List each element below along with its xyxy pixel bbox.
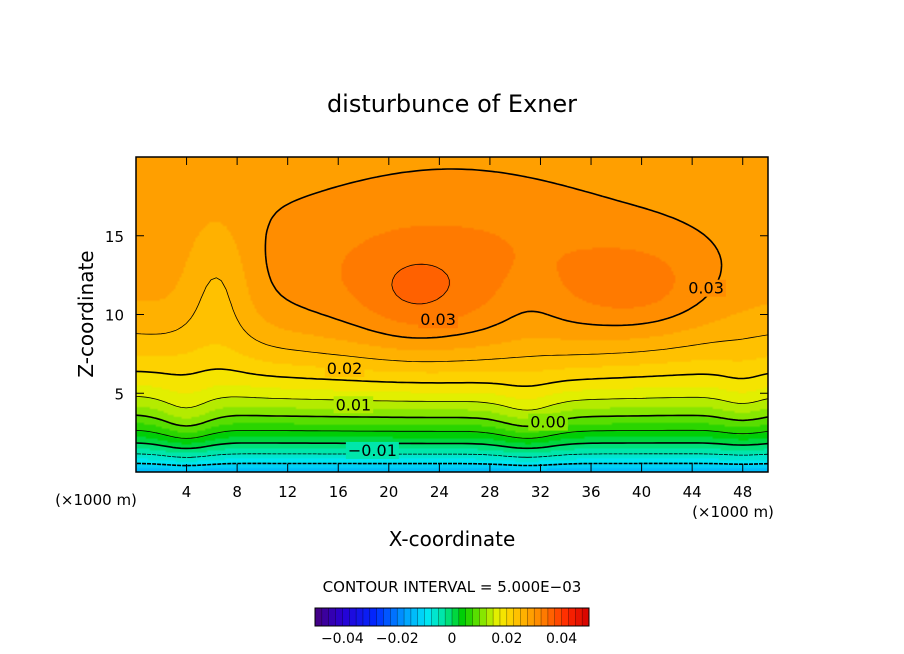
x-tick-label: 24 xyxy=(430,483,449,501)
colorbar-swatch xyxy=(410,608,419,626)
colorbar xyxy=(314,607,590,627)
colorbar-swatch xyxy=(321,608,330,626)
contour-line xyxy=(391,263,450,305)
contour-label: 0.00 xyxy=(530,413,566,432)
colorbar-swatch xyxy=(465,608,473,626)
colorbar-frame xyxy=(314,607,590,627)
contour-label-bg xyxy=(686,279,726,297)
colorbar-swatch xyxy=(369,608,378,626)
colorbar-swatch xyxy=(445,608,453,626)
contour-line xyxy=(136,277,768,363)
x-tick-label: 28 xyxy=(480,483,499,501)
chart-title: disturbunce of Exner xyxy=(327,90,577,118)
plot-area xyxy=(136,157,768,472)
colorbar-swatch xyxy=(390,608,398,626)
contour-interval-label: CONTOUR INTERVAL = 5.000E−03 xyxy=(323,578,582,596)
colorbar-swatch xyxy=(404,608,412,626)
colorbar-swatch xyxy=(513,608,521,626)
colorbar-swatch xyxy=(575,608,583,626)
colorbar-swatch xyxy=(527,608,535,626)
x-axis-ticks: 4 8 12 16 20 24 28 32 36 40 44 48 xyxy=(182,157,752,501)
contour-label-bg xyxy=(418,311,458,329)
colorbar-swatch xyxy=(506,608,515,626)
colorbar-swatch xyxy=(479,608,487,626)
contour-line xyxy=(136,368,768,387)
colorbar-swatch xyxy=(520,608,528,626)
x-tick-label: 48 xyxy=(733,483,752,501)
colorbar-swatch xyxy=(541,608,549,626)
colorbar-swatch xyxy=(424,608,432,626)
contour-line xyxy=(136,396,768,411)
colorbar-swatch xyxy=(349,608,357,626)
colorbar-swatch xyxy=(356,608,364,626)
contour-line xyxy=(136,453,768,458)
colorbar-swatch xyxy=(547,608,556,626)
colorbar-swatch xyxy=(438,608,446,626)
colorbar-swatch xyxy=(335,608,343,626)
y-tick-label: 5 xyxy=(114,385,124,403)
x-unit-label-left: (×1000 m) xyxy=(55,491,137,509)
x-tick-label: 44 xyxy=(683,483,702,501)
colorbar-swatch xyxy=(554,608,562,626)
colorbar-swatch xyxy=(472,608,480,626)
y-axis-label: Z-coordinate xyxy=(74,250,98,377)
contour-label: 0.03 xyxy=(688,279,724,298)
colorbar-tick-labels: −0.04 −0.02 0 0.02 0.04 xyxy=(321,631,577,647)
colorbar-tick-label: 0 xyxy=(448,631,457,647)
colorbar-tick-label: 0.04 xyxy=(546,631,577,647)
contour-label-bg xyxy=(345,441,399,459)
colorbar-swatch xyxy=(431,608,439,626)
x-axis-label: X-coordinate xyxy=(389,527,516,551)
colorbar-swatch xyxy=(342,608,350,626)
colorbar-swatch xyxy=(534,608,542,626)
colorbar-swatch xyxy=(568,608,576,626)
contour-lines xyxy=(136,168,768,467)
colorbar-tick-label: −0.04 xyxy=(321,631,364,647)
colorbar-swatch xyxy=(499,608,508,626)
contour-label-bg xyxy=(324,360,365,378)
colorbar-swatch xyxy=(383,608,391,626)
contour-label-bg xyxy=(528,413,568,431)
colorbar-swatch xyxy=(315,608,323,626)
contour-label: 0.03 xyxy=(420,310,456,329)
colorbar-tick-label: 0.02 xyxy=(491,631,522,647)
colorbar-swatch xyxy=(362,608,371,626)
y-axis-ticks: 5 10 15 xyxy=(105,228,768,403)
x-tick-label: 16 xyxy=(329,483,348,501)
contour-line xyxy=(136,429,768,439)
x-tick-label: 36 xyxy=(581,483,600,501)
y-tick-label: 10 xyxy=(105,307,124,325)
contour-label: 0.01 xyxy=(336,395,372,414)
colorbar-tick-label: −0.02 xyxy=(376,631,419,647)
colorbar-swatch xyxy=(561,608,569,626)
x-tick-label: 12 xyxy=(278,483,297,501)
contour-label-bg xyxy=(333,396,374,414)
contour-labels: 0.03 0.03 0.02 0.01 0.00 −0.01 xyxy=(324,279,726,460)
x-unit-label-right: (×1000 m) xyxy=(692,503,774,521)
x-tick-label: 4 xyxy=(182,483,192,501)
colorbar-swatch xyxy=(376,608,384,626)
x-tick-label: 8 xyxy=(232,483,242,501)
colorbar-swatch xyxy=(486,608,494,626)
y-tick-label: 15 xyxy=(105,228,124,246)
contour-label: 0.02 xyxy=(327,359,363,378)
colorbar-swatch xyxy=(458,608,467,626)
colorbar-swatch xyxy=(328,608,336,626)
colorbar-swatch xyxy=(397,608,405,626)
colorbar-swatch xyxy=(452,608,460,626)
colorbar-swatch xyxy=(493,608,501,626)
x-tick-label: 20 xyxy=(379,483,398,501)
colorbar-swatch xyxy=(417,608,425,626)
x-tick-label: 40 xyxy=(632,483,651,501)
colorbar-swatch xyxy=(582,608,590,626)
contour-label: −0.01 xyxy=(348,441,397,460)
x-tick-label: 32 xyxy=(531,483,550,501)
